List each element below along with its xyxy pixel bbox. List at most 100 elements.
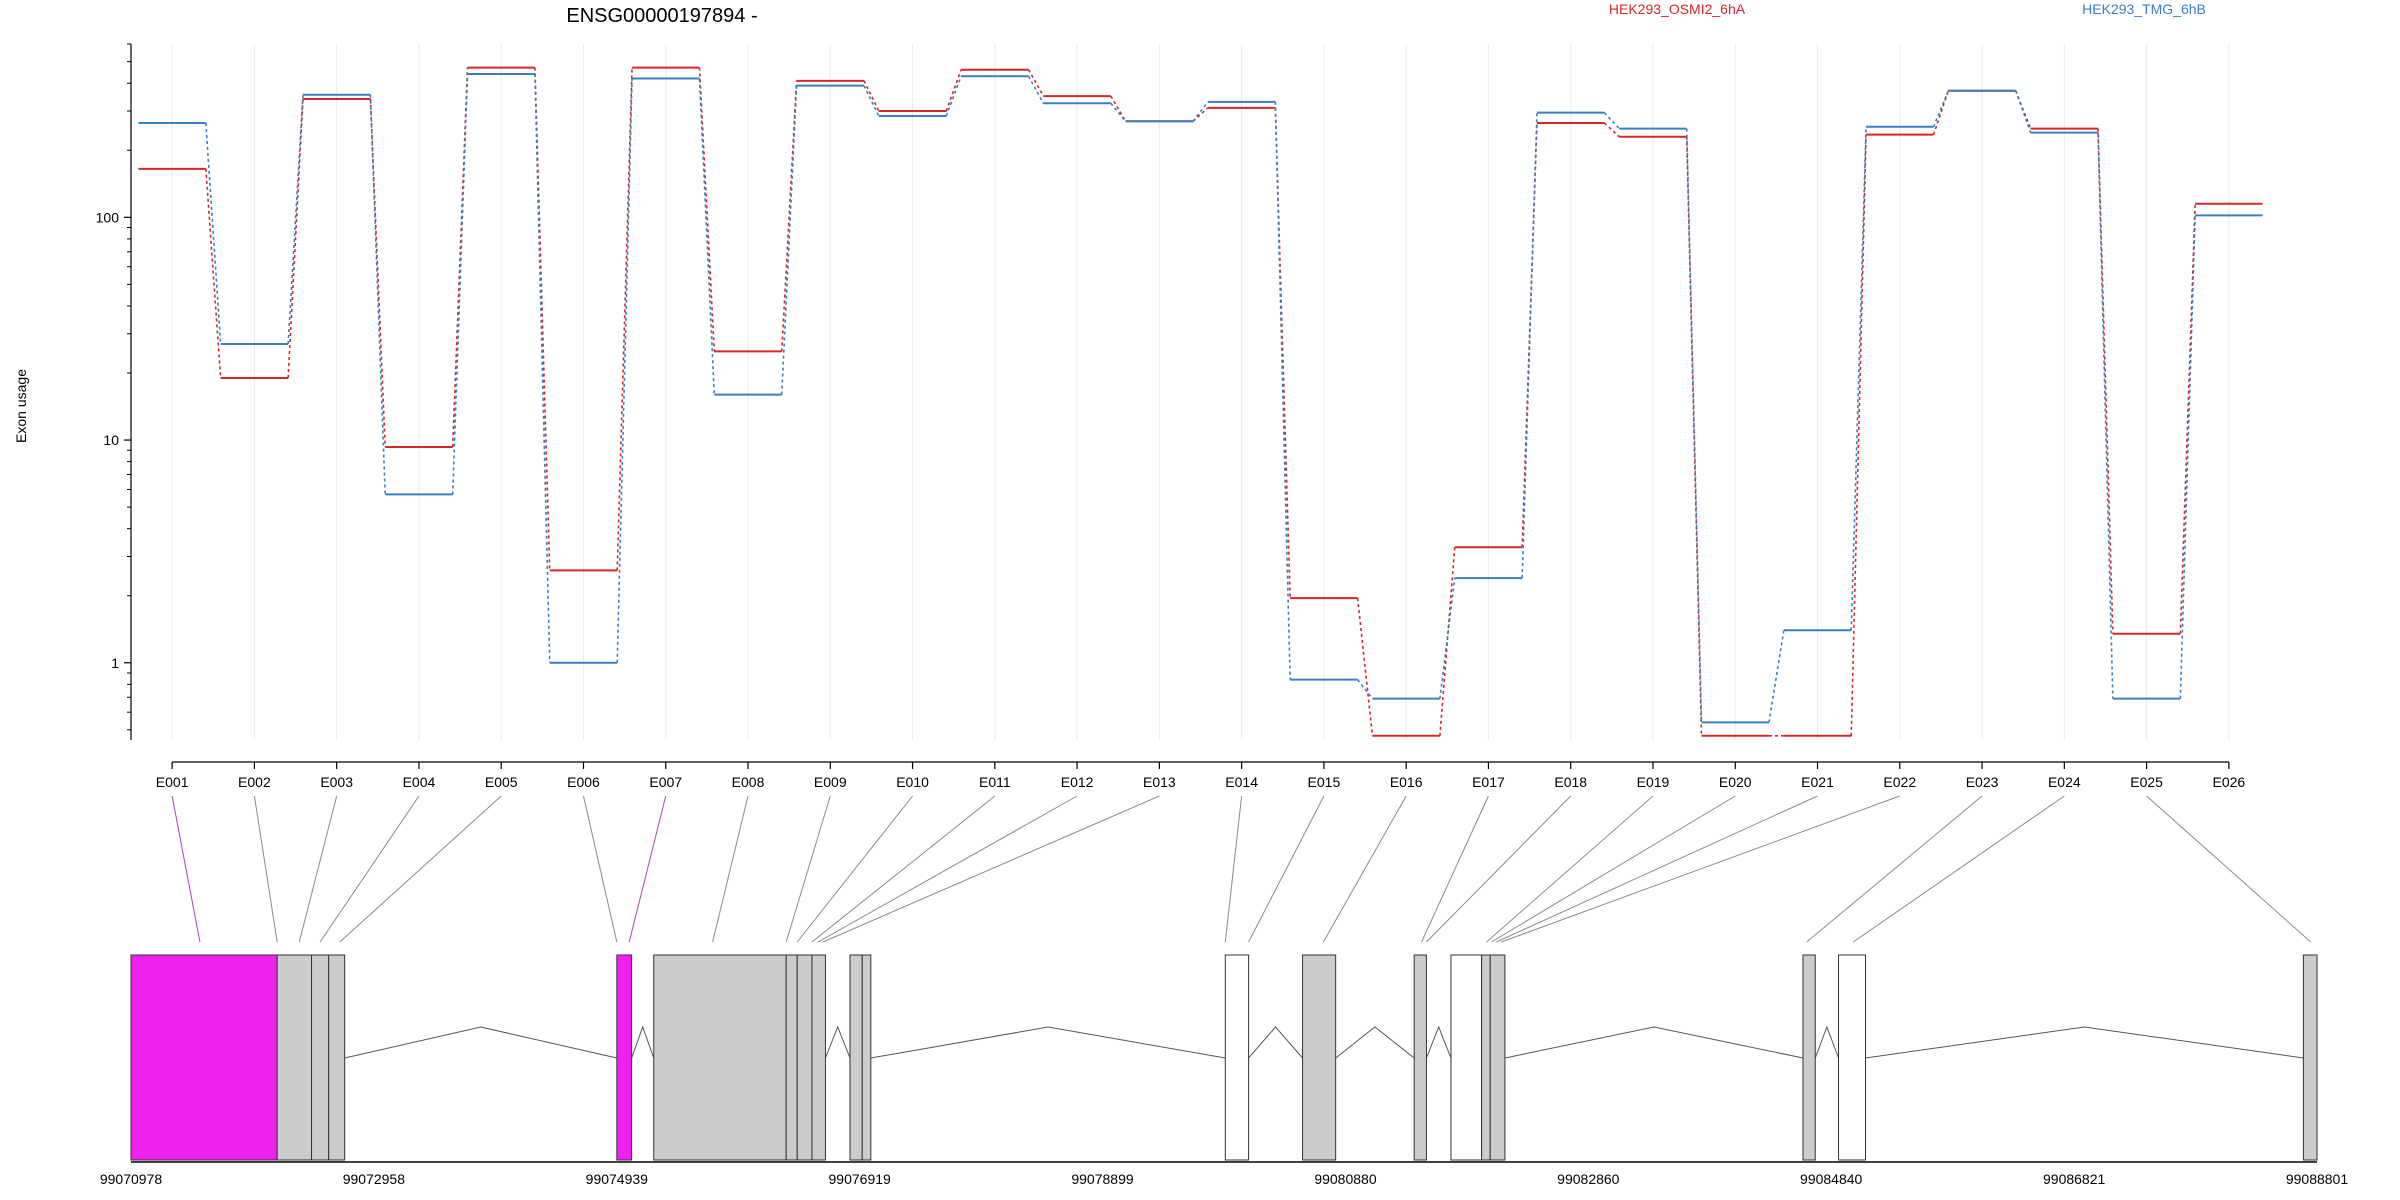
x-tick-label-E003: E003	[320, 774, 353, 790]
series-hek293-osmi2-6ha-connector	[1027, 69, 1045, 97]
exon-connectors	[171, 795, 2312, 943]
series-hek293-osmi2-6ha-connector	[1274, 107, 1291, 599]
connector-E007	[628, 795, 667, 943]
genomic-tick-label: 99076919	[829, 1171, 892, 1187]
exon-box	[849, 954, 863, 1161]
exon-box	[1413, 954, 1427, 1161]
connector-E015	[1248, 795, 1325, 943]
y-axis-label: Exon usage	[13, 369, 29, 443]
x-tick-label-E022: E022	[1883, 774, 1916, 790]
intron-line	[1814, 1025, 1840, 1059]
y-tick-label-1: 1	[111, 655, 119, 671]
exon-box	[1802, 954, 1816, 1161]
connector-E004	[319, 795, 420, 943]
exon-box	[861, 954, 872, 1161]
intron-line	[344, 1026, 617, 1059]
series-hek293-tmg-6hb-connector	[1932, 90, 1950, 128]
connector-E017	[1421, 795, 1489, 943]
series-hek293-tmg-6hb-connector	[945, 75, 962, 117]
exon-box	[328, 954, 346, 1161]
exon-box	[1224, 954, 1250, 1161]
connector-E020	[1491, 795, 1736, 943]
series-hek293-osmi2-6ha-connector	[1685, 136, 1703, 736]
vertical-grid	[171, 44, 2230, 740]
x-tick-label-E026: E026	[2213, 774, 2246, 790]
exon-box	[653, 954, 787, 1161]
series-hek293-tmg-6hb-connector	[451, 73, 469, 495]
series-hek293-tmg-6hb-connector	[1439, 577, 1456, 699]
exon-box	[1302, 954, 1337, 1161]
series-hek293-osmi2-6ha-connector	[369, 98, 387, 448]
connector-E022	[1501, 795, 1900, 943]
connector-E005	[339, 795, 502, 943]
x-tick-label-E002: E002	[238, 774, 271, 790]
series-hek293-tmg-6hb-connector	[2015, 90, 2032, 133]
series-hek293-tmg-6hb-connector	[1110, 102, 1127, 122]
x-tick-label-E021: E021	[1801, 774, 1834, 790]
exon-box	[276, 954, 313, 1161]
connector-E010	[796, 795, 913, 943]
series-hek293-tmg-6hb-connector	[1192, 101, 1209, 122]
intron-line	[1504, 1026, 1804, 1059]
series-lines	[138, 66, 2263, 737]
exon-box	[1838, 954, 1867, 1161]
connector-E024	[1852, 795, 2065, 943]
series-hek293-osmi2-6ha-connector	[287, 98, 304, 378]
genomic-tick-label: 99080880	[1314, 1171, 1377, 1187]
x-tick-label-E025: E025	[2130, 774, 2163, 790]
series-hek293-osmi2-6ha-connector	[945, 69, 962, 112]
genomic-tick-label: 99078899	[1071, 1171, 1134, 1187]
x-tick-label-E015: E015	[1308, 774, 1341, 790]
genomic-tick-label: 99074939	[586, 1171, 649, 1187]
series-hek293-osmi2-6ha-connector	[698, 67, 716, 352]
legend-entry-osmi2: HEK293_OSMI2_6hA	[1609, 1, 1746, 17]
series-hek293-tmg-6hb-connector	[1685, 128, 1703, 723]
exon-box	[785, 954, 798, 1161]
x-tick-label-E006: E006	[567, 774, 600, 790]
connector-E009	[785, 795, 831, 943]
axes: 1 10 100 E001 E002 E003 E004 E005 E006 E007 E008 E0…	[96, 43, 2246, 790]
x-tick-label-E020: E020	[1719, 774, 1752, 790]
exon-box	[311, 954, 330, 1161]
intron-line	[1425, 1025, 1452, 1059]
x-tick-label-E012: E012	[1061, 774, 1094, 790]
genomic-tick-label: 99070978	[100, 1171, 163, 1187]
gene-model: 99070978 99072958 99074939 99076919 99078899…	[100, 954, 2348, 1187]
genomic-tick-label: 99084840	[1800, 1171, 1863, 1187]
chart-title: ENSG00000197894 -	[566, 5, 757, 27]
series-hek293-osmi2-6ha-connector	[1850, 134, 1867, 736]
connector-E014	[1224, 795, 1243, 943]
series-hek293-tmg-6hb-connector	[698, 78, 716, 395]
y-tick-label-10: 10	[103, 432, 119, 448]
series-hek293-tmg-6hb-connector	[1274, 101, 1291, 680]
connector-E002	[253, 795, 278, 943]
series-hek293-tmg-6hb-connector	[205, 122, 222, 345]
connector-E023	[1806, 795, 1983, 943]
x-tick-label-E004: E004	[403, 774, 436, 790]
series-hek293-osmi2-6ha-connector	[1439, 547, 1456, 736]
exon-box	[1481, 954, 1491, 1161]
exon-box	[811, 954, 826, 1161]
genomic-tick-label: 99086821	[2043, 1171, 2106, 1187]
legend-entry-tmg: HEK293_TMG_6hB	[2082, 1, 2206, 17]
intron-line	[824, 1025, 851, 1059]
series-hek293-tmg-6hb-connector	[1357, 679, 1374, 700]
connector-E013	[822, 795, 1160, 943]
connector-E012	[817, 795, 1078, 943]
series-hek293-tmg-6hb-connector	[534, 73, 551, 663]
connector-E018	[1426, 795, 1572, 943]
genomic-tick-label: 99082860	[1557, 1171, 1620, 1187]
exon-box	[2302, 954, 2318, 1161]
intron-line	[1248, 1026, 1303, 1059]
x-tick-label-E013: E013	[1143, 774, 1176, 790]
connector-E011	[811, 795, 996, 943]
x-tick-label-E010: E010	[896, 774, 929, 790]
intron-line	[1335, 1026, 1415, 1059]
series-hek293-osmi2-6ha-connector	[205, 168, 222, 379]
x-tick-label-E024: E024	[2048, 774, 2081, 790]
exon-box	[1489, 954, 1506, 1161]
connector-E003	[298, 795, 338, 943]
series-hek293-tmg-6hb-connector	[2097, 132, 2114, 699]
